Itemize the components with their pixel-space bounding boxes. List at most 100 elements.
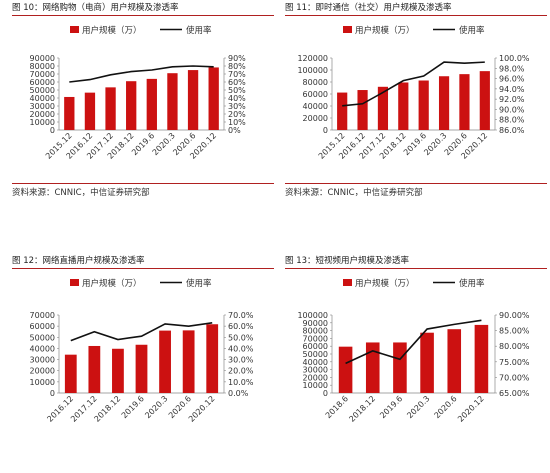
y-right-tick-label: 90%	[228, 54, 246, 63]
y-left-tick-label: 0	[323, 389, 328, 398]
x-tick-label: 2018.12	[347, 394, 377, 424]
title-rule	[12, 15, 274, 16]
y-left-tick-label: 20000	[303, 373, 328, 382]
y-left-tick-label: 10000	[303, 381, 328, 390]
y-right-tick-label: 50.0%	[228, 333, 254, 342]
y-right-tick-label: 0.0%	[228, 389, 249, 398]
y-right-tick-label: 30%	[228, 102, 246, 111]
y-left-tick-label: 60000	[303, 90, 328, 99]
source-rule	[12, 183, 274, 184]
y-left-tick-label: 120000	[297, 54, 328, 63]
legend-bar-label: 用户规模（万）	[82, 278, 142, 289]
bar	[480, 71, 490, 130]
bar	[339, 347, 353, 393]
y-right-tick-label: 60%	[228, 78, 246, 87]
y-left-tick-label: 50000	[30, 333, 55, 342]
y-right-tick-label: 70.00%	[499, 373, 530, 382]
bar	[85, 93, 95, 130]
y-left-tick-label: 40000	[303, 358, 328, 367]
legend-bar-swatch	[70, 279, 79, 286]
bar	[188, 70, 198, 130]
y-right-tick-label: 10.0%	[228, 378, 254, 387]
bar	[439, 76, 449, 130]
y-left-tick-label: 0	[323, 126, 328, 135]
y-left-tick-label: 70000	[303, 334, 328, 343]
x-tick-label: 2019.6	[120, 394, 146, 420]
y-left-tick-label: 20000	[30, 367, 55, 376]
chart-figure: 用户规模（万） 使用率 0 10000 20000 30000 40000 50000 6000…	[12, 273, 274, 438]
y-left-tick-label: 0	[50, 126, 55, 135]
chart-figure: 用户规模（万）使用率020000400006000080000100000120…	[285, 20, 547, 180]
y-right-tick-label: 80%	[228, 62, 246, 71]
chart-figure: 用户规模（万）使用率010000200003000040000500006000…	[285, 273, 547, 438]
y-left-tick-label: 0	[50, 389, 55, 398]
y-right-tick-label: 94.0%	[499, 85, 525, 94]
title-rule	[285, 268, 547, 269]
y-left-tick-label: 30000	[30, 356, 55, 365]
legend: 用户规模（万）使用率	[343, 278, 485, 289]
y-left-tick-label: 60000	[30, 78, 55, 87]
y-left-tick-label: 50000	[30, 86, 55, 95]
bar	[337, 93, 347, 130]
bar	[419, 81, 429, 131]
bar	[366, 342, 380, 393]
title-rule	[12, 268, 274, 269]
y-left-tick-label: 40000	[30, 344, 55, 353]
legend-bar-swatch	[343, 279, 352, 286]
bar	[357, 90, 367, 130]
chart-title: 图 13：短视频用户规模及渗透率	[285, 256, 547, 266]
bar	[64, 97, 74, 130]
y-left-tick-label: 10000	[30, 378, 55, 387]
y-right-tick-label: 40%	[228, 94, 246, 103]
x-tick-label: 2020.12	[187, 394, 217, 424]
y-left-tick-label: 60000	[30, 322, 55, 331]
y-right-tick-label: 30.0%	[228, 356, 254, 365]
y-left-tick-label: 20000	[30, 110, 55, 119]
legend-bar-swatch	[343, 26, 352, 33]
legend-line-label: 使用率	[186, 278, 212, 289]
y-right-tick-label: 92.0%	[499, 95, 525, 104]
y-right-tick-label: 88.0%	[499, 116, 525, 125]
y-left-tick-label: 80000	[303, 327, 328, 336]
y-right-tick-label: 86.0%	[499, 126, 525, 135]
bar	[167, 73, 177, 130]
chart-title: 图 10：网络购物（电商）用户规模及渗透率	[12, 3, 274, 13]
chart-source: 资料来源：CNNIC，中信证券研究部	[12, 188, 150, 198]
bar	[475, 325, 489, 393]
y-right-tick-label: 0%	[228, 126, 241, 135]
legend-line-label: 使用率	[459, 25, 485, 36]
bar	[183, 330, 195, 393]
y-right-tick-label: 20%	[228, 110, 246, 119]
x-tick-label: 2018.12	[93, 394, 123, 424]
legend-bar-label: 用户规模（万）	[355, 278, 415, 289]
legend: 用户规模（万）使用率	[343, 25, 485, 36]
y-left-tick-label: 70000	[30, 70, 55, 79]
y-left-tick-label: 40000	[303, 102, 328, 111]
bar	[65, 355, 77, 393]
bar	[459, 74, 469, 130]
y-right-tick-label: 50%	[228, 86, 246, 95]
bar	[147, 79, 157, 130]
y-left-tick-label: 40000	[30, 94, 55, 103]
source-rule	[285, 183, 547, 184]
y-left-tick-label: 50000	[303, 350, 328, 359]
y-left-tick-label: 70000	[30, 311, 55, 320]
y-left-tick-label: 90000	[303, 319, 328, 328]
bar	[159, 331, 171, 393]
bar	[393, 342, 407, 393]
chart-title: 图 11：即时通信（社交）用户规模及渗透率	[285, 3, 547, 13]
y-right-tick-label: 40.0%	[228, 344, 254, 353]
y-right-tick-label: 20.0%	[228, 367, 254, 376]
bar	[206, 324, 218, 393]
legend: 用户规模（万） 使用率	[70, 278, 212, 289]
legend: 用户规模（万）使用率	[70, 25, 212, 36]
y-right-tick-label: 90.00%	[499, 311, 530, 320]
y-left-tick-label: 90000	[30, 54, 55, 63]
y-right-tick-label: 75.00%	[499, 358, 530, 367]
y-left-tick-label: 10000	[30, 118, 55, 127]
y-left-tick-label: 30000	[30, 102, 55, 111]
bar	[105, 87, 115, 130]
